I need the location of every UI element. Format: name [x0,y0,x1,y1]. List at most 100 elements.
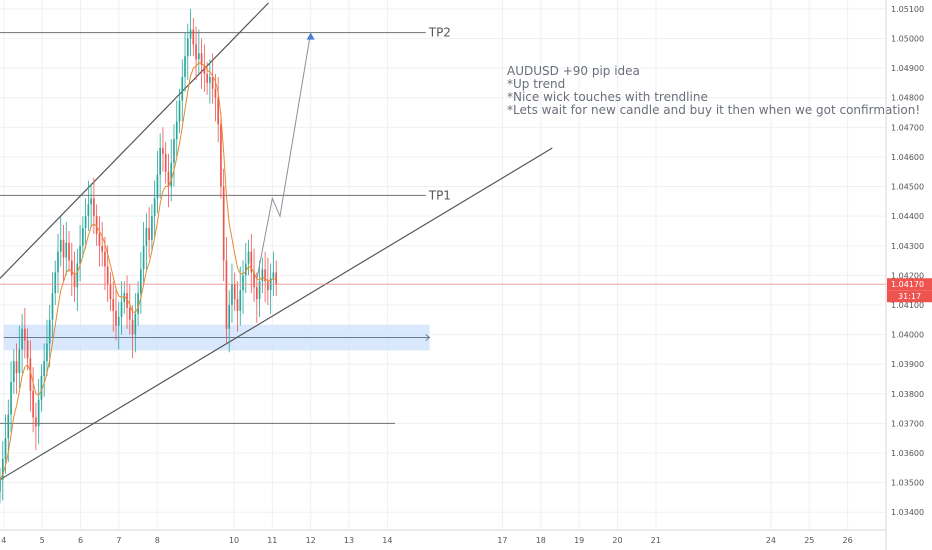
candle-body [70,260,73,276]
candle-body [115,310,117,326]
candle-body [236,299,239,311]
candle-body [40,376,43,400]
candle-body [272,272,275,279]
countdown-value: 31:17 [898,292,921,301]
current-price-tag [887,278,932,291]
time-tick-label: 25 [804,536,814,545]
candle-body [46,343,48,362]
price-tick-label: 1.04300 [891,242,924,251]
candle-body [120,302,123,317]
candle-body [82,227,84,246]
candle-body [51,293,54,320]
idea-title: AUDUSD +90 pip idea [507,64,640,78]
time-tick-label: 11 [267,536,277,545]
candle-body [228,304,231,329]
candle-body [24,328,26,341]
candle-body [206,74,208,83]
candle-body [79,245,81,264]
candle-body [186,38,189,57]
candle-body [131,319,134,335]
time-tick-label: 17 [497,536,507,545]
price-tick-label: 1.03900 [891,360,924,369]
candle-body [244,263,247,276]
candle-body [104,251,106,267]
projection-line [256,32,312,279]
candle-body [126,293,128,308]
time-tick-label: 21 [651,536,661,545]
candle-body [26,340,29,359]
candle-body [153,198,156,217]
candle-body [225,260,228,329]
projection-arrowhead [306,32,315,40]
moving-average-line [0,62,277,480]
candle-body [239,290,242,311]
grid [0,0,886,530]
idea-note-2: *Nice wick touches with trendline [507,90,708,104]
support-zone-arrow [425,334,431,341]
candle-body [137,293,139,314]
price-tick-label: 1.03400 [891,508,924,517]
price-tick-label: 1.04200 [891,271,924,280]
price-tick-label: 1.04900 [891,64,924,73]
time-tick-label: 19 [574,536,584,545]
candle-body [21,328,23,350]
candle-body [123,293,126,303]
candle-body [258,281,261,300]
candle-body [231,284,233,305]
candle-body [54,272,57,294]
candle-body [134,313,137,335]
moving-average [0,62,277,480]
candle-body [181,76,184,101]
current-price-value: 1.04170 [891,280,924,289]
price-tick-label: 1.04600 [891,153,924,162]
candle-body [159,148,161,175]
trendline [0,2,269,279]
candle-body [101,245,104,252]
candle-body [68,242,70,261]
idea-note-3: *Lets wait for new candle and buy it the… [507,103,920,117]
candle-body [15,361,18,374]
horizontal-levels: TP2 TP1 [0,26,451,424]
time-tick-label: 20 [612,536,622,545]
candle-body [170,162,173,187]
level-label: TP2 [428,26,451,40]
price-tick-label: 1.03600 [891,449,924,458]
candle-body [4,438,7,459]
candle-body [209,76,211,83]
candle-body [7,414,10,439]
price-tick-label: 1.04100 [891,301,924,310]
time-tick-label: 8 [155,536,160,545]
candle-body [90,198,92,205]
projection-path [256,32,315,279]
candle-body [211,76,214,89]
candle-body [12,361,15,382]
candle-body [37,399,40,427]
time-tick-label: 4 [1,536,6,545]
price-tick-label: 1.04400 [891,212,924,221]
candle-body [156,174,159,199]
candle-body [145,227,148,246]
candle-body [142,245,145,270]
idea-note-1: *Up trend [507,77,565,91]
candle-body [222,186,225,261]
candle-body [214,88,217,98]
candle-body [203,65,206,75]
candle-body [18,349,21,374]
candle-body [162,148,164,154]
candle-body [59,239,62,252]
time-axis[interactable]: 4 5 6 7 8 10 11 12 13 14 17 18 19 20 21 24 25 26 [0,529,886,545]
time-tick-label: 24 [766,536,776,545]
price-tick-label: 1.04500 [891,183,924,192]
candle-body [84,216,87,228]
candle-body [43,361,46,377]
candle-body [175,121,178,140]
price-axis[interactable]: 1.05100 1.05000 1.04900 1.04800 1.04700 1.046… [885,0,924,550]
price-tick-label: 1.03700 [891,419,924,428]
candle-body [95,216,98,234]
time-tick-label: 12 [306,536,316,545]
candle-body [10,381,12,415]
candle-body [106,266,109,285]
candle-body [189,29,192,39]
candle-body [220,124,222,187]
